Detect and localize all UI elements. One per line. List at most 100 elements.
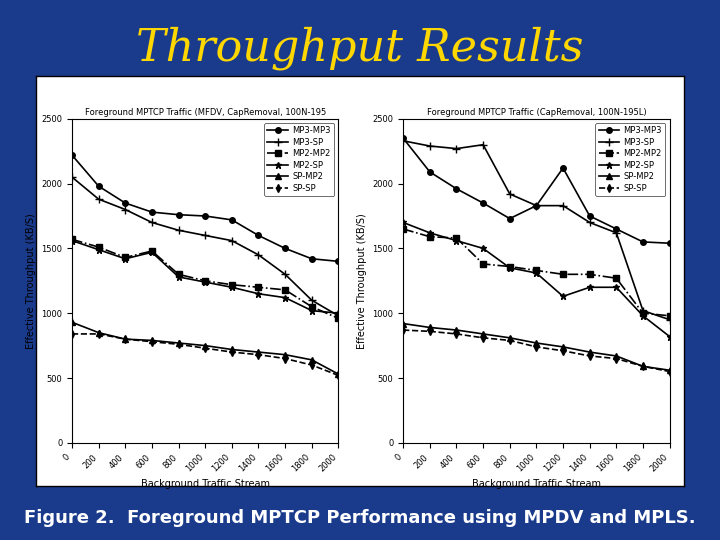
- MP3-SP: [479, 141, 487, 148]
- MP2-SP: [307, 307, 316, 314]
- MP3-SP: [68, 174, 76, 180]
- MP3-SP: [121, 206, 130, 213]
- SP-SP: [559, 348, 567, 354]
- MP2-MP2: [254, 284, 263, 291]
- Line: MP2-MP2: MP2-MP2: [69, 237, 341, 321]
- MP2-SP: [532, 270, 541, 276]
- X-axis label: Background Traffic Stream: Background Traffic Stream: [140, 480, 270, 489]
- MP3-SP: [452, 145, 461, 152]
- Line: MP2-SP: MP2-SP: [400, 219, 673, 340]
- X-axis label: Background Traffic Stream: Background Traffic Stream: [472, 480, 601, 489]
- SP-MP2: [426, 324, 434, 330]
- MP2-MP2: [68, 236, 76, 242]
- MP3-MP3: [479, 200, 487, 206]
- MP3-SP: [585, 219, 594, 226]
- SP-SP: [334, 372, 343, 379]
- Line: SP-MP2: SP-MP2: [69, 320, 341, 377]
- SP-MP2: [532, 340, 541, 346]
- MP3-SP: [254, 252, 263, 258]
- MP2-MP2: [228, 281, 236, 288]
- MP2-SP: [426, 230, 434, 236]
- SP-SP: [68, 330, 76, 337]
- MP2-MP2: [94, 244, 103, 251]
- MP2-SP: [612, 284, 621, 291]
- Text: Figure 2.  Foreground MPTCP Performance using MPDV and MPLS.: Figure 2. Foreground MPTCP Performance u…: [24, 509, 696, 528]
- MP3-MP3: [639, 239, 647, 245]
- MP3-MP3: [559, 165, 567, 171]
- MP3-SP: [201, 232, 210, 239]
- MP3-MP3: [148, 209, 156, 215]
- Title: Foreground MPTCP Traffic (MFDV, CapRemoval, 100N-195: Foreground MPTCP Traffic (MFDV, CapRemov…: [84, 107, 326, 117]
- MP3-SP: [426, 143, 434, 149]
- SP-SP: [174, 341, 183, 348]
- MP3-MP3: [585, 213, 594, 219]
- MP2-SP: [148, 249, 156, 255]
- SP-SP: [201, 345, 210, 352]
- MP2-MP2: [532, 267, 541, 274]
- MP2-MP2: [479, 261, 487, 267]
- MP3-SP: [281, 271, 289, 278]
- MP2-MP2: [307, 303, 316, 310]
- Line: MP2-SP: MP2-SP: [68, 237, 342, 316]
- SP-MP2: [612, 353, 621, 359]
- MP2-SP: [505, 265, 514, 271]
- MP3-MP3: [612, 226, 621, 232]
- Line: MP3-MP3: MP3-MP3: [69, 152, 341, 264]
- MP3-SP: [307, 297, 316, 303]
- Title: Foreground MPTCP Traffic (CapRemoval, 100N-195L): Foreground MPTCP Traffic (CapRemoval, 10…: [426, 107, 647, 117]
- SP-MP2: [121, 336, 130, 342]
- SP-SP: [228, 349, 236, 355]
- Line: MP3-MP3: MP3-MP3: [400, 136, 672, 246]
- Line: SP-SP: SP-SP: [69, 331, 341, 378]
- MP3-MP3: [121, 200, 130, 206]
- SP-SP: [452, 330, 461, 337]
- MP3-MP3: [665, 240, 674, 246]
- MP2-SP: [281, 294, 289, 301]
- MP2-SP: [228, 284, 236, 291]
- SP-SP: [505, 337, 514, 343]
- MP2-SP: [452, 238, 461, 244]
- SP-SP: [639, 363, 647, 369]
- MP2-SP: [479, 245, 487, 252]
- MP3-SP: [665, 316, 674, 323]
- SP-MP2: [148, 337, 156, 343]
- MP2-MP2: [505, 264, 514, 270]
- SP-SP: [399, 327, 408, 333]
- Text: Throughput Results: Throughput Results: [136, 27, 584, 70]
- SP-SP: [94, 330, 103, 337]
- SP-SP: [148, 339, 156, 345]
- MP2-SP: [174, 274, 183, 280]
- MP3-SP: [94, 196, 103, 202]
- MP3-MP3: [426, 168, 434, 175]
- SP-SP: [612, 355, 621, 362]
- MP3-MP3: [307, 255, 316, 262]
- SP-MP2: [639, 363, 647, 369]
- SP-MP2: [334, 371, 343, 377]
- MP3-SP: [612, 230, 621, 236]
- SP-MP2: [399, 320, 408, 327]
- MP3-MP3: [254, 232, 263, 239]
- Y-axis label: Effective Throughput (KB/S): Effective Throughput (KB/S): [357, 213, 367, 349]
- MP2-MP2: [334, 315, 343, 322]
- MP2-SP: [334, 310, 343, 316]
- MP2-MP2: [399, 226, 408, 232]
- MP2-MP2: [281, 287, 289, 293]
- SP-SP: [479, 335, 487, 341]
- MP2-MP2: [121, 254, 130, 261]
- SP-SP: [281, 355, 289, 362]
- SP-MP2: [68, 319, 76, 326]
- MP3-MP3: [532, 202, 541, 209]
- SP-MP2: [281, 352, 289, 358]
- SP-SP: [585, 353, 594, 359]
- SP-MP2: [505, 335, 514, 341]
- MP3-SP: [505, 191, 514, 197]
- Line: SP-MP2: SP-MP2: [400, 321, 672, 373]
- Line: MP2-MP2: MP2-MP2: [400, 226, 672, 319]
- SP-MP2: [174, 340, 183, 346]
- SP-MP2: [559, 343, 567, 350]
- SP-MP2: [228, 346, 236, 353]
- SP-SP: [665, 368, 674, 375]
- MP3-SP: [532, 202, 541, 209]
- MP2-MP2: [559, 271, 567, 278]
- MP2-SP: [68, 238, 76, 244]
